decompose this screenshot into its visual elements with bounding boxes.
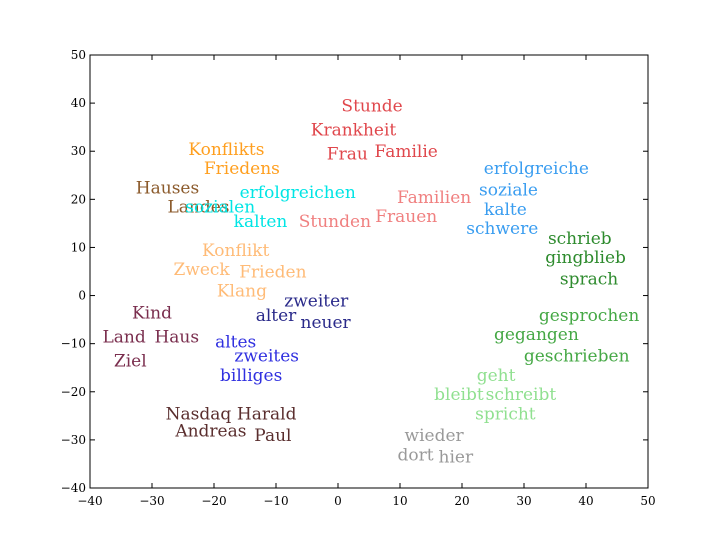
word-point: Frauen: [375, 207, 437, 227]
word-point: Krankheit: [311, 121, 397, 141]
word-point: erfolgreiche: [484, 159, 589, 179]
y-tick-label: 10: [71, 240, 86, 254]
x-tick-label: 20: [454, 494, 469, 508]
word-point: neuer: [301, 313, 352, 333]
word-point: kalte: [484, 200, 527, 220]
word-point: kalten: [234, 212, 288, 232]
word-point: Zweck: [173, 260, 230, 280]
word-point: zweites: [234, 347, 299, 367]
x-tick-label: 50: [640, 494, 655, 508]
word-point: Haus: [154, 327, 199, 347]
x-tick-label: −20: [201, 494, 226, 508]
x-tick-label: −30: [139, 494, 164, 508]
word-point: gesprochen: [539, 306, 639, 326]
x-tick-label: 0: [334, 494, 342, 508]
word-point: soziale: [479, 181, 538, 201]
word-point: Andreas: [174, 421, 246, 441]
word-labels: Stunde Krankheit Frau Familie FamilienFrauen…: [102, 97, 639, 468]
y-tick-label: −10: [61, 337, 86, 351]
y-tick-label: 20: [71, 192, 86, 206]
word-point: Stunde: [341, 97, 402, 117]
word-point: geschrieben: [524, 347, 630, 367]
y-tick-label: 0: [78, 289, 86, 303]
word-point: Nasdaq: [166, 404, 232, 424]
word-point: sozialen: [185, 198, 255, 218]
word-point: hier: [439, 448, 474, 468]
word-point: geht: [477, 366, 516, 386]
word-point: Familie: [375, 142, 438, 162]
word-point: spricht: [475, 404, 536, 424]
word-point: Paul: [254, 426, 291, 446]
word-point: schrieb: [548, 229, 612, 249]
x-tick-label: 40: [578, 494, 593, 508]
y-tick-label: 30: [71, 144, 86, 158]
x-tick-label: −10: [263, 494, 288, 508]
y-tick-label: −20: [61, 385, 86, 399]
word-point: Friedens: [204, 159, 280, 179]
word-point: Land: [102, 327, 145, 347]
y-tick-label: −40: [61, 481, 86, 495]
word-point: billiges: [220, 366, 282, 386]
word-point: Frieden: [239, 263, 306, 283]
word-point: schwere: [466, 219, 538, 239]
word-point: Klang: [217, 282, 267, 302]
word-point: Harald: [237, 404, 297, 424]
word-point: Kind: [132, 303, 172, 323]
word-cluster: Stunde Krankheit Frau Familie: [311, 97, 438, 165]
word-point: sprach: [560, 270, 618, 290]
plot-area: [89, 54, 649, 489]
word-point: schreibt: [486, 385, 557, 405]
word-point: Familien: [397, 188, 471, 208]
word-point: zweiter: [284, 291, 349, 311]
word-point: Frau: [327, 145, 368, 165]
y-tick-label: 50: [71, 48, 86, 62]
y-tick-label: 40: [71, 96, 86, 110]
word-point: Landes: [167, 198, 229, 218]
word-point: dort: [397, 445, 433, 465]
word-point: altes: [215, 332, 256, 352]
x-tick-label: 10: [392, 494, 407, 508]
word-point: Stunden: [299, 212, 371, 232]
word-cluster: Kind Land Haus Ziel: [102, 303, 199, 371]
word-point: Ziel: [114, 352, 147, 372]
word-point: Konflikts: [188, 140, 264, 160]
axis-ticks: −40 −30 −20 −10 0 10 20 30 40 50 −40 −30 −20 −10 0 10 20…: [61, 48, 656, 508]
word-point: alter: [256, 306, 297, 326]
y-tick-label: −30: [61, 433, 86, 447]
word-point: Hauses: [136, 178, 199, 198]
word-point: wieder: [405, 426, 465, 446]
word-point: ging: [545, 248, 583, 268]
word-point: Konflikt: [202, 241, 270, 261]
word-point: erfolgreichen: [240, 183, 356, 203]
word-point: bleibt: [434, 385, 484, 405]
x-tick-label: −40: [77, 494, 102, 508]
word-point: blieb: [583, 248, 626, 268]
x-tick-label: 30: [516, 494, 531, 508]
word-point: gegangen: [494, 325, 579, 345]
